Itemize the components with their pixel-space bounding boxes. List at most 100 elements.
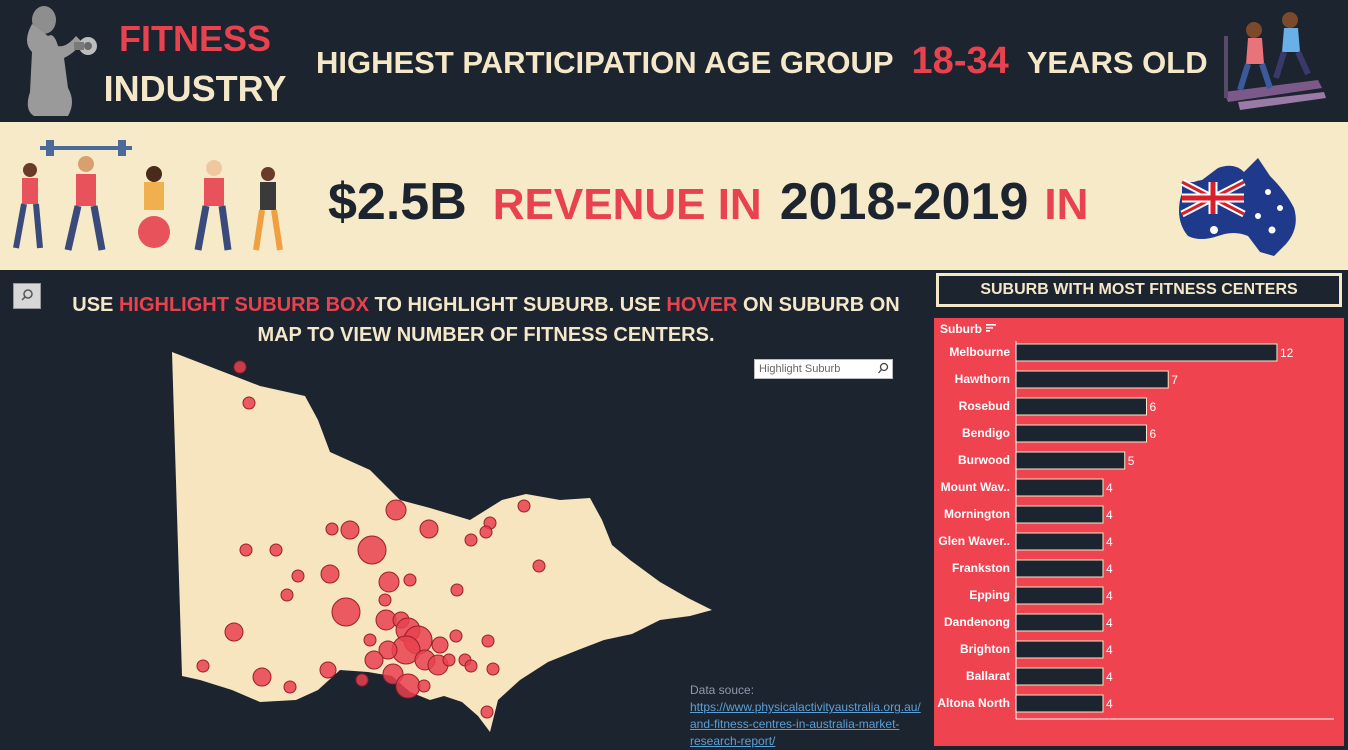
fitness-center-point[interactable]: [378, 593, 392, 607]
fitness-center-point[interactable]: [395, 673, 421, 699]
instr-part3: ON SUBURB ON MAP TO VIEW NUMBER OF FITNE…: [257, 294, 900, 346]
fitness-center-point[interactable]: [283, 680, 297, 694]
fitness-center-point[interactable]: [224, 622, 244, 642]
fitness-center-point[interactable]: [481, 634, 495, 648]
bar[interactable]: [1015, 478, 1104, 497]
fitness-center-point[interactable]: [252, 667, 272, 687]
fitness-center-point[interactable]: [464, 659, 478, 673]
highlight-suburb-placeholder: Highlight Suburb: [759, 363, 841, 375]
fitness-center-point[interactable]: [378, 571, 400, 593]
bar-category-label: Burwood: [958, 453, 1010, 467]
age-prefix: HIGHEST PARTICIPATION AGE GROUP: [316, 45, 894, 80]
fitness-center-point[interactable]: [269, 543, 283, 557]
fitness-center-point[interactable]: [364, 650, 384, 670]
map-instructions: USE HIGHLIGHT SUBURB BOX TO HIGHLIGHT SU…: [60, 290, 912, 350]
fitness-center-point[interactable]: [403, 573, 417, 587]
fitness-center-point[interactable]: [357, 535, 387, 565]
fitness-center-point[interactable]: [331, 597, 361, 627]
fitness-center-points[interactable]: [196, 360, 546, 719]
bar-chart-panel: [934, 318, 1344, 746]
bar-category-label: Bendigo: [962, 426, 1010, 440]
fitness-center-point[interactable]: [442, 653, 456, 667]
bar[interactable]: [1015, 532, 1104, 551]
bar-value-label: 4: [1106, 643, 1113, 657]
sort-icon: [986, 324, 997, 332]
bar[interactable]: [1015, 424, 1147, 443]
bar[interactable]: [1015, 559, 1104, 578]
age-group-headline: HIGHEST PARTICIPATION AGE GROUP 18-34 YEAR…: [316, 40, 1208, 83]
bar-value-label: 4: [1106, 535, 1113, 549]
bar[interactable]: [1015, 694, 1104, 713]
data-source-link[interactable]: https://www.physicalactivityaustralia.or…: [690, 700, 921, 748]
bar[interactable]: [1015, 451, 1126, 470]
fitness-center-point[interactable]: [340, 520, 360, 540]
suburb-bar-chart: Melbourne 12 Hawthorn 7 Rosebud 6 Bendigo 6 Burw…: [937, 341, 1334, 720]
fitness-center-point[interactable]: [378, 640, 398, 660]
bar-value-label: 4: [1106, 589, 1113, 603]
revenue-in-label: REVENUE IN: [492, 180, 762, 229]
fitness-center-point[interactable]: [480, 705, 494, 719]
data-source-label: Data souce:: [690, 683, 755, 697]
fitness-center-point[interactable]: [196, 659, 210, 673]
woman-dumbbell-icon: [27, 6, 97, 116]
fitness-center-point[interactable]: [449, 629, 463, 643]
fitness-center-point[interactable]: [242, 396, 256, 410]
bar[interactable]: [1015, 370, 1169, 389]
fitness-center-point[interactable]: [320, 564, 340, 584]
victoria-map[interactable]: [0, 0, 930, 749]
bar[interactable]: [1015, 505, 1104, 524]
bar-category-label: Glen Waver..: [938, 534, 1010, 548]
fitness-industry-title: FITNESS INDUSTRY: [90, 14, 300, 114]
search-icon: [878, 362, 889, 374]
bar[interactable]: [1015, 640, 1104, 659]
title-line1: FITNESS: [118, 18, 271, 59]
workout-people-icon: [13, 140, 283, 251]
bar[interactable]: [1015, 613, 1104, 632]
treadmill-runners-icon: [1224, 12, 1326, 110]
map-search-button[interactable]: [13, 283, 41, 309]
fitness-center-point[interactable]: [517, 499, 531, 513]
instr-hover: HOVER: [666, 294, 738, 316]
bar-category-label: Dandenong: [944, 615, 1010, 629]
fitness-center-point[interactable]: [363, 633, 377, 647]
suburb-column-header[interactable]: Suburb: [940, 322, 997, 336]
fitness-center-point[interactable]: [532, 559, 546, 573]
bar-value-label: 4: [1106, 670, 1113, 684]
bar[interactable]: [1015, 667, 1104, 686]
fitness-center-point[interactable]: [486, 662, 500, 676]
fitness-center-point[interactable]: [291, 569, 305, 583]
revenue-year: 2018-2019: [779, 173, 1029, 231]
bar-category-label: Brighton: [960, 642, 1010, 656]
header: [0, 0, 1348, 122]
bar-value-label: 7: [1171, 373, 1178, 387]
fitness-center-point[interactable]: [239, 543, 253, 557]
fitness-center-point[interactable]: [464, 533, 478, 547]
instr-part1: USE: [72, 294, 119, 316]
fitness-center-point[interactable]: [450, 583, 464, 597]
fitness-center-point[interactable]: [417, 679, 431, 693]
fitness-center-point[interactable]: [280, 588, 294, 602]
fitness-center-point[interactable]: [233, 360, 247, 374]
bar[interactable]: [1015, 586, 1104, 605]
data-source: Data souce: https://www.physicalactivity…: [690, 682, 926, 750]
fitness-center-point[interactable]: [355, 673, 369, 687]
suburb-header-label: Suburb: [940, 322, 982, 336]
revenue-in-suffix: IN: [1044, 180, 1089, 229]
fitness-center-point[interactable]: [325, 522, 339, 536]
bar-chart-title: SUBURB WITH MOST FITNESS CENTERS: [936, 273, 1342, 307]
highlight-suburb-input[interactable]: Highlight Suburb: [754, 359, 893, 379]
revenue-headline: $2.5B REVENUE IN 2018-2019 IN: [328, 172, 1088, 232]
fitness-center-point[interactable]: [319, 661, 337, 679]
australia-flag-icon: [1179, 158, 1296, 256]
bar[interactable]: [1015, 343, 1278, 362]
bar-value-label: 4: [1106, 697, 1113, 711]
bar-value-label: 4: [1106, 481, 1113, 495]
bar-category-label: Altona North: [937, 696, 1010, 710]
bar-category-label: Epping: [969, 588, 1010, 602]
fitness-center-point[interactable]: [385, 499, 407, 521]
bar[interactable]: [1015, 397, 1147, 416]
fitness-center-point[interactable]: [419, 519, 439, 539]
bar-category-label: Rosebud: [959, 399, 1010, 413]
fitness-center-point[interactable]: [479, 525, 493, 539]
fitness-center-point[interactable]: [431, 636, 449, 654]
